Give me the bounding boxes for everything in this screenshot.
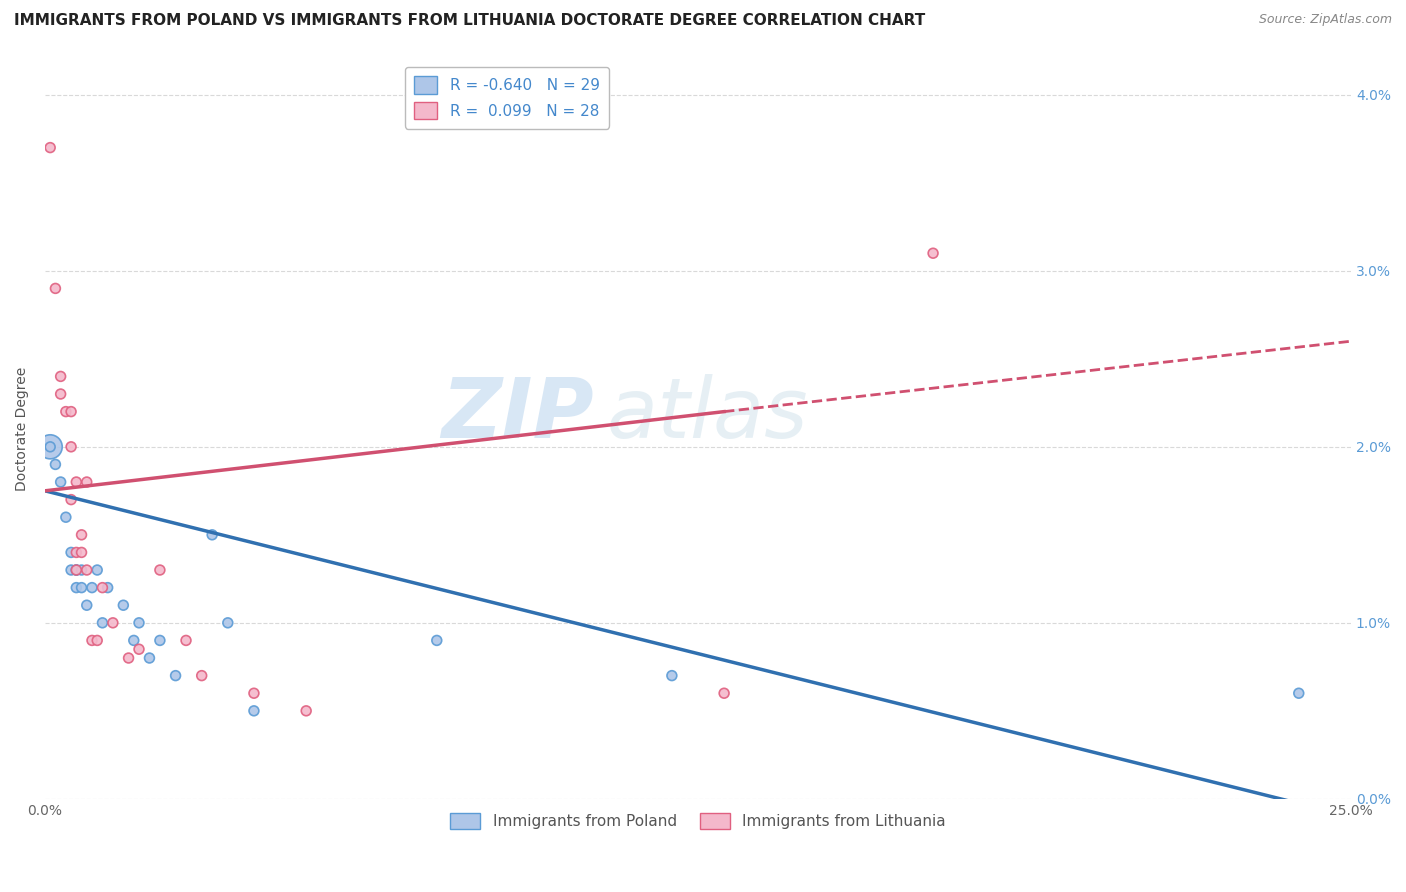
Point: [44, 458, 66, 472]
Point: [65, 581, 87, 595]
Point: [65, 563, 87, 577]
Point: [661, 668, 683, 682]
Point: [426, 633, 449, 648]
Legend: Immigrants from Poland, Immigrants from Lithuania: Immigrants from Poland, Immigrants from …: [444, 807, 952, 836]
Y-axis label: Doctorate Degree: Doctorate Degree: [15, 368, 30, 491]
Point: [295, 704, 318, 718]
Point: [49, 387, 72, 401]
Point: [201, 528, 224, 542]
Point: [76, 563, 98, 577]
Point: [128, 642, 150, 657]
Point: [97, 581, 120, 595]
Point: [60, 404, 83, 418]
Point: [174, 633, 197, 648]
Point: [101, 615, 124, 630]
Point: [112, 598, 135, 612]
Point: [86, 563, 108, 577]
Point: [55, 404, 77, 418]
Point: [122, 633, 145, 648]
Text: atlas: atlas: [606, 374, 808, 455]
Point: [49, 369, 72, 384]
Point: [138, 651, 160, 665]
Point: [39, 440, 62, 454]
Point: [70, 545, 93, 559]
Point: [60, 440, 83, 454]
Point: [86, 633, 108, 648]
Point: [65, 475, 87, 489]
Point: [70, 563, 93, 577]
Text: Source: ZipAtlas.com: Source: ZipAtlas.com: [1258, 13, 1392, 27]
Point: [70, 581, 93, 595]
Point: [243, 686, 266, 700]
Point: [243, 704, 266, 718]
Point: [60, 545, 83, 559]
Point: [65, 563, 87, 577]
Point: [80, 581, 103, 595]
Point: [76, 598, 98, 612]
Point: [128, 615, 150, 630]
Point: [39, 440, 62, 454]
Point: [217, 615, 239, 630]
Point: [76, 475, 98, 489]
Point: [149, 633, 172, 648]
Point: [70, 528, 93, 542]
Point: [1288, 686, 1310, 700]
Text: ZIP: ZIP: [441, 374, 593, 455]
Point: [91, 615, 114, 630]
Point: [80, 633, 103, 648]
Point: [60, 492, 83, 507]
Point: [190, 668, 212, 682]
Point: [44, 281, 66, 295]
Point: [117, 651, 139, 665]
Point: [65, 563, 87, 577]
Point: [91, 581, 114, 595]
Point: [922, 246, 945, 260]
Point: [713, 686, 735, 700]
Point: [149, 563, 172, 577]
Text: IMMIGRANTS FROM POLAND VS IMMIGRANTS FROM LITHUANIA DOCTORATE DEGREE CORRELATION: IMMIGRANTS FROM POLAND VS IMMIGRANTS FRO…: [14, 13, 925, 29]
Point: [65, 545, 87, 559]
Point: [55, 510, 77, 524]
Point: [165, 668, 187, 682]
Point: [49, 475, 72, 489]
Point: [39, 140, 62, 154]
Point: [60, 563, 83, 577]
